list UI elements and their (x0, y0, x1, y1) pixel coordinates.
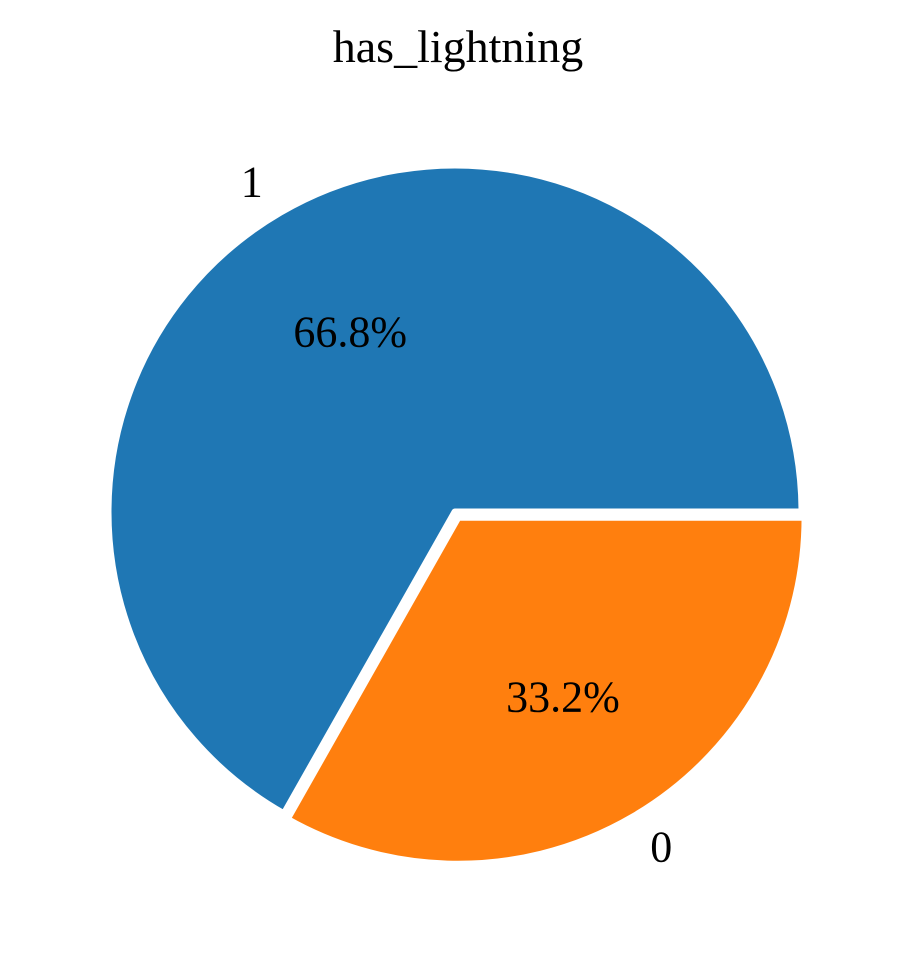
pie-slices (104, 161, 809, 868)
slice-percent-label: 66.8% (293, 308, 407, 357)
slice-percent-label: 33.2% (506, 673, 620, 722)
slice-category-label: 0 (650, 823, 672, 872)
pie-slice-0 (283, 513, 809, 868)
slice-category-label: 1 (241, 158, 263, 207)
pie-labels: 1 66.8% 0 33.2% (241, 158, 673, 872)
pie-slice-1 (104, 161, 806, 818)
chart-title: has_lightning (333, 21, 583, 72)
